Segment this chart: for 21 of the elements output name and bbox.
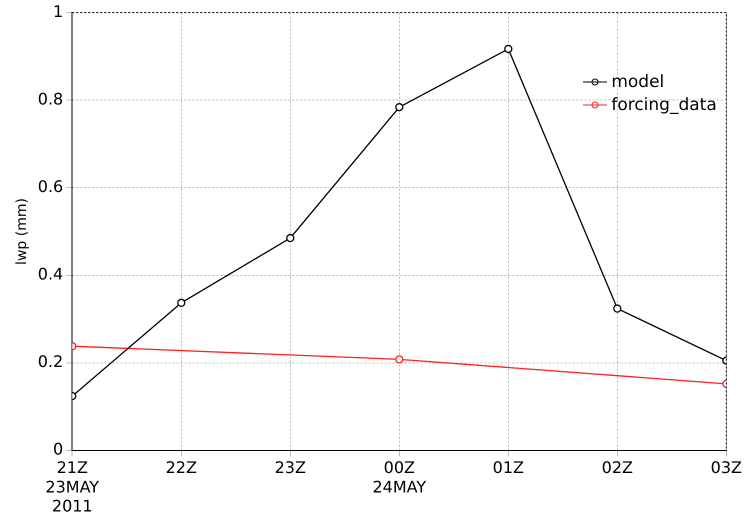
point — [395, 103, 404, 112]
x-tick-label: 01Z — [492, 458, 524, 478]
x-tick-label: 03Z — [710, 458, 742, 478]
y-tick-label: 0.2 — [38, 352, 64, 371]
point — [613, 304, 622, 313]
x-tick-label: 21Z 23MAY 2011 — [45, 458, 100, 516]
x-tick-label: 22Z — [166, 458, 197, 478]
x-tick-label: 00Z 24MAY — [372, 458, 426, 496]
point — [504, 44, 512, 54]
point — [177, 298, 186, 308]
y-tick-label: 0.6 — [38, 176, 64, 196]
x-tick-label: 23Z — [274, 458, 306, 478]
point — [286, 234, 294, 242]
legend-label: model — [611, 72, 664, 92]
y-tick-label: 0 — [53, 440, 64, 459]
y-axis-title: lwp (mm) — [14, 198, 30, 265]
y-tick-label: 0.8 — [38, 89, 64, 108]
y-tick-label: 0.4 — [38, 264, 64, 284]
legend-label: forcing_data — [611, 95, 717, 116]
x-tick-label: 02Z — [602, 458, 634, 478]
y-tick-label: 1 — [53, 2, 64, 21]
